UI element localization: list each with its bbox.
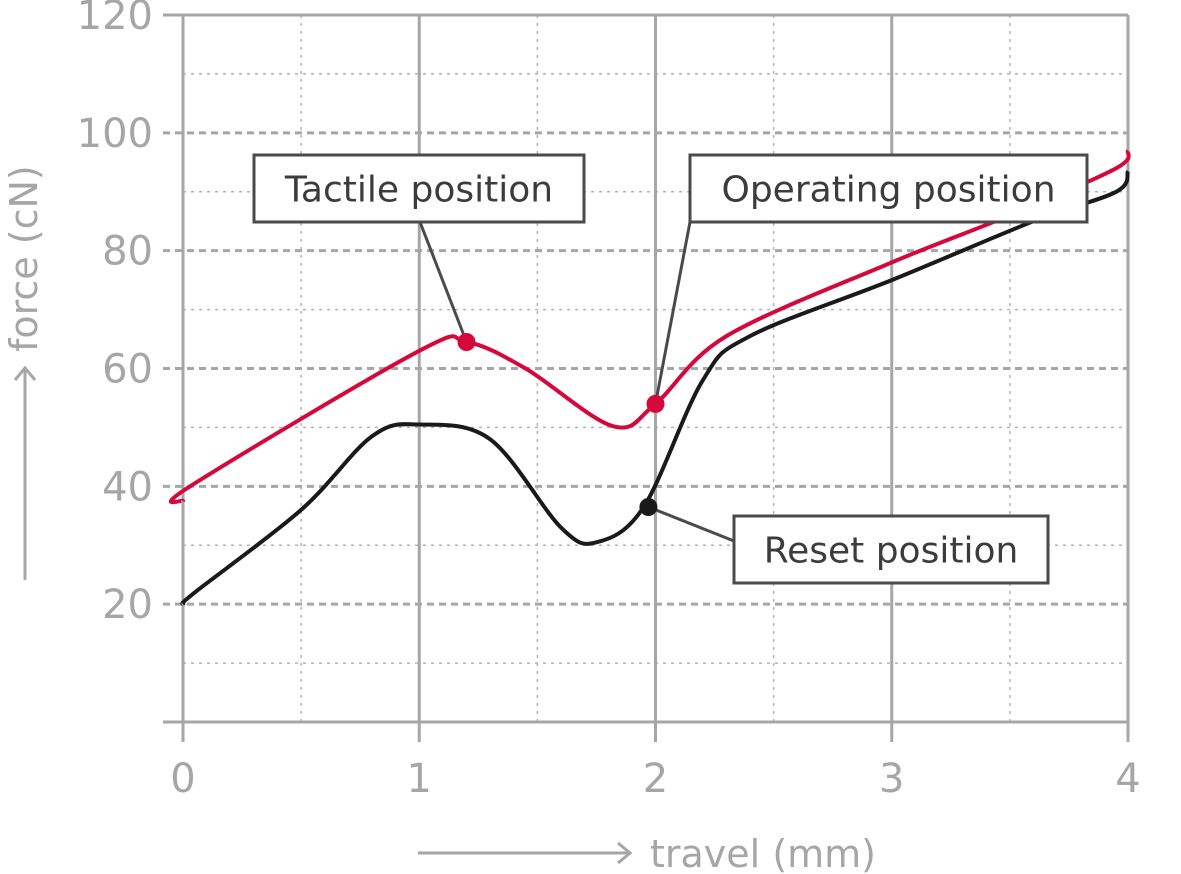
x-tick-label: 3 bbox=[879, 756, 904, 802]
callout-leaders bbox=[418, 221, 735, 543]
position-marker bbox=[457, 332, 476, 351]
series-line-2 bbox=[180, 170, 1130, 606]
y-tick-label: 60 bbox=[102, 347, 153, 393]
y-axis-arrow-head bbox=[13, 365, 37, 381]
position-marker bbox=[646, 394, 665, 413]
callout-box bbox=[732, 514, 1050, 585]
y-tick-label: 20 bbox=[102, 582, 153, 628]
y-tick-label: 80 bbox=[102, 229, 153, 275]
y-axis-title: force (cN) bbox=[2, 165, 46, 352]
x-tick-label: 1 bbox=[407, 756, 432, 802]
callout-box bbox=[688, 153, 1089, 224]
callouts: Tactile position Operating position Reset … bbox=[252, 153, 1089, 585]
y-tick-label: 120 bbox=[77, 0, 153, 39]
x-axis-title: travel (mm) bbox=[650, 832, 876, 874]
callout-leader bbox=[418, 221, 468, 343]
x-tick-label: 2 bbox=[643, 756, 668, 802]
x-tick-label: 4 bbox=[1115, 756, 1140, 802]
callout-label: Operating position bbox=[721, 170, 1055, 211]
x-tick-label: 0 bbox=[170, 756, 195, 802]
y-tick-label: 100 bbox=[77, 111, 153, 157]
callout-box bbox=[252, 153, 586, 224]
callout-label: Reset position bbox=[764, 531, 1019, 572]
axis-titles: travel (mm) force (cN) bbox=[2, 165, 876, 874]
y-tick-label: 40 bbox=[102, 464, 153, 510]
x-axis-arrow-head bbox=[617, 841, 633, 865]
tick-labels: 0 1 2 3 4 20 40 60 80 100 120 bbox=[77, 0, 1141, 802]
callout-leader bbox=[654, 221, 692, 405]
grid bbox=[163, 13, 1130, 742]
position-markers bbox=[457, 332, 665, 516]
callout-leader bbox=[647, 505, 735, 543]
callout-label: Tactile position bbox=[284, 170, 553, 211]
position-marker bbox=[639, 497, 658, 516]
